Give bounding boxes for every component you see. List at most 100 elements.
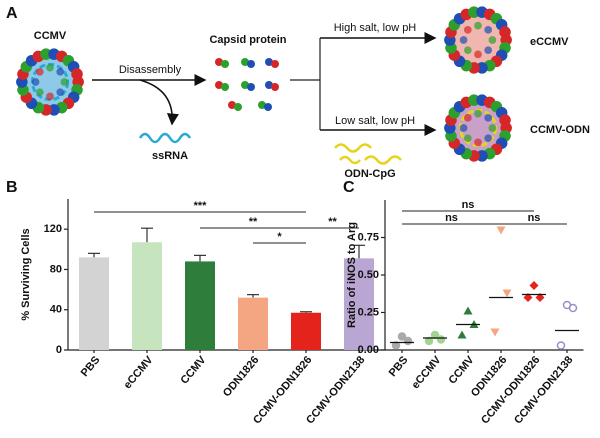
point [568,303,578,313]
x-tick-label: CCMV [447,354,477,387]
capsomer [499,114,511,126]
protein [234,103,242,111]
capsomer [31,78,40,86]
label: Capsid protein [209,34,286,46]
point [436,335,446,344]
protein [247,60,255,68]
capsomer [476,62,488,74]
significance-label: ns [528,212,541,224]
y-tick-label: 0.00 [358,344,379,356]
protein [221,83,229,91]
panel-label: B [6,179,18,196]
capsomer [71,68,83,80]
chart: C Ratio of iNOS to Arg 0.00 0.25 0.50 0.75 PBS… [343,179,584,426]
x-tick-label: CCMV-ODN2138 [512,354,575,426]
capsomer [56,67,65,76]
bar [291,312,321,350]
significance-label: ** [249,216,258,228]
x-tick-label: PBS [79,354,103,379]
bar [132,242,162,350]
x-tick-label: CCMV-ODN1826 [479,354,542,426]
capsomer [35,88,44,97]
capsomer [463,25,472,34]
label: CCMV-ODN [530,124,590,136]
capsomer [484,46,493,55]
capsomer [488,36,497,44]
capsomer [474,138,482,147]
panel-label: C [343,179,355,196]
label: ssRNA [152,150,188,162]
schematic: A CCMV Disassembly ssRNA Capsid protein … [6,5,590,180]
capsomer [474,50,482,59]
y-axis-label: % Surviving Cells [20,228,32,320]
significance-label: ns [445,212,458,224]
x-tick-label: CCMV-ODN2138 [304,354,367,426]
point [529,281,539,290]
point [496,226,506,235]
protein [221,60,229,68]
x-tick-label: eCCMV [122,354,156,392]
point [535,293,545,302]
bar [185,261,215,350]
y-tick-label: 0 [56,344,62,356]
capsomer [463,46,472,55]
label: Disassembly [119,64,182,76]
x-tick-label: PBS [387,354,411,379]
y-axis-label: Ratio of iNOS to Arg [346,222,358,328]
capsomer [46,92,54,101]
x-tick-label: eCCMV [410,354,444,392]
capsomer [468,6,480,18]
y-tick-label: 0.75 [358,231,379,243]
capsomer [474,21,482,30]
point [463,306,473,315]
bar [79,257,109,350]
point [490,328,500,337]
bar [238,297,268,350]
capsomer [484,25,493,34]
capsomer [459,124,468,132]
point [523,293,533,302]
capsomer [468,94,480,106]
capsomer [48,104,60,116]
label: CCMV [34,30,67,42]
label: eCCMV [530,36,569,48]
odn-strand [334,143,402,165]
y-tick-label: 40 [50,304,62,316]
capsomer [476,150,488,162]
panel-label: A [6,5,18,22]
significance-label: ns [462,199,475,211]
arrow [139,79,179,126]
protein [264,103,272,111]
bar [344,258,374,350]
capsomer [488,124,497,132]
y-tick-label: 120 [44,223,62,235]
x-tick-label: CCMV-ODN1826 [251,354,314,426]
label: ODN-CpG [344,168,395,180]
significance-label: * [277,231,282,243]
point [397,332,407,341]
capsomer [463,113,472,122]
capsomer [60,78,69,86]
capsomer [459,36,468,44]
point [403,336,413,346]
protein [271,60,279,68]
y-tick-label: 0.50 [358,269,379,281]
capsomer [463,134,472,143]
capsomer [474,109,482,118]
protein [271,83,279,91]
capsomer [484,134,493,143]
capsomer [40,48,52,60]
point [502,289,512,298]
x-tick-label: ODN1826 [221,354,262,399]
capsomer [499,26,511,38]
label: Low salt, low pH [335,115,415,127]
point [457,330,467,339]
y-tick-label: 0.25 [358,306,379,318]
label: High salt, low pH [334,22,417,34]
chart: B % Surviving Cells 0 40 80 120 PBS eCCMV CCMV OD… [6,179,386,426]
x-tick-label: CCMV [179,354,209,387]
y-tick-label: 80 [50,263,62,275]
capsomer [56,88,65,97]
protein [247,83,255,91]
